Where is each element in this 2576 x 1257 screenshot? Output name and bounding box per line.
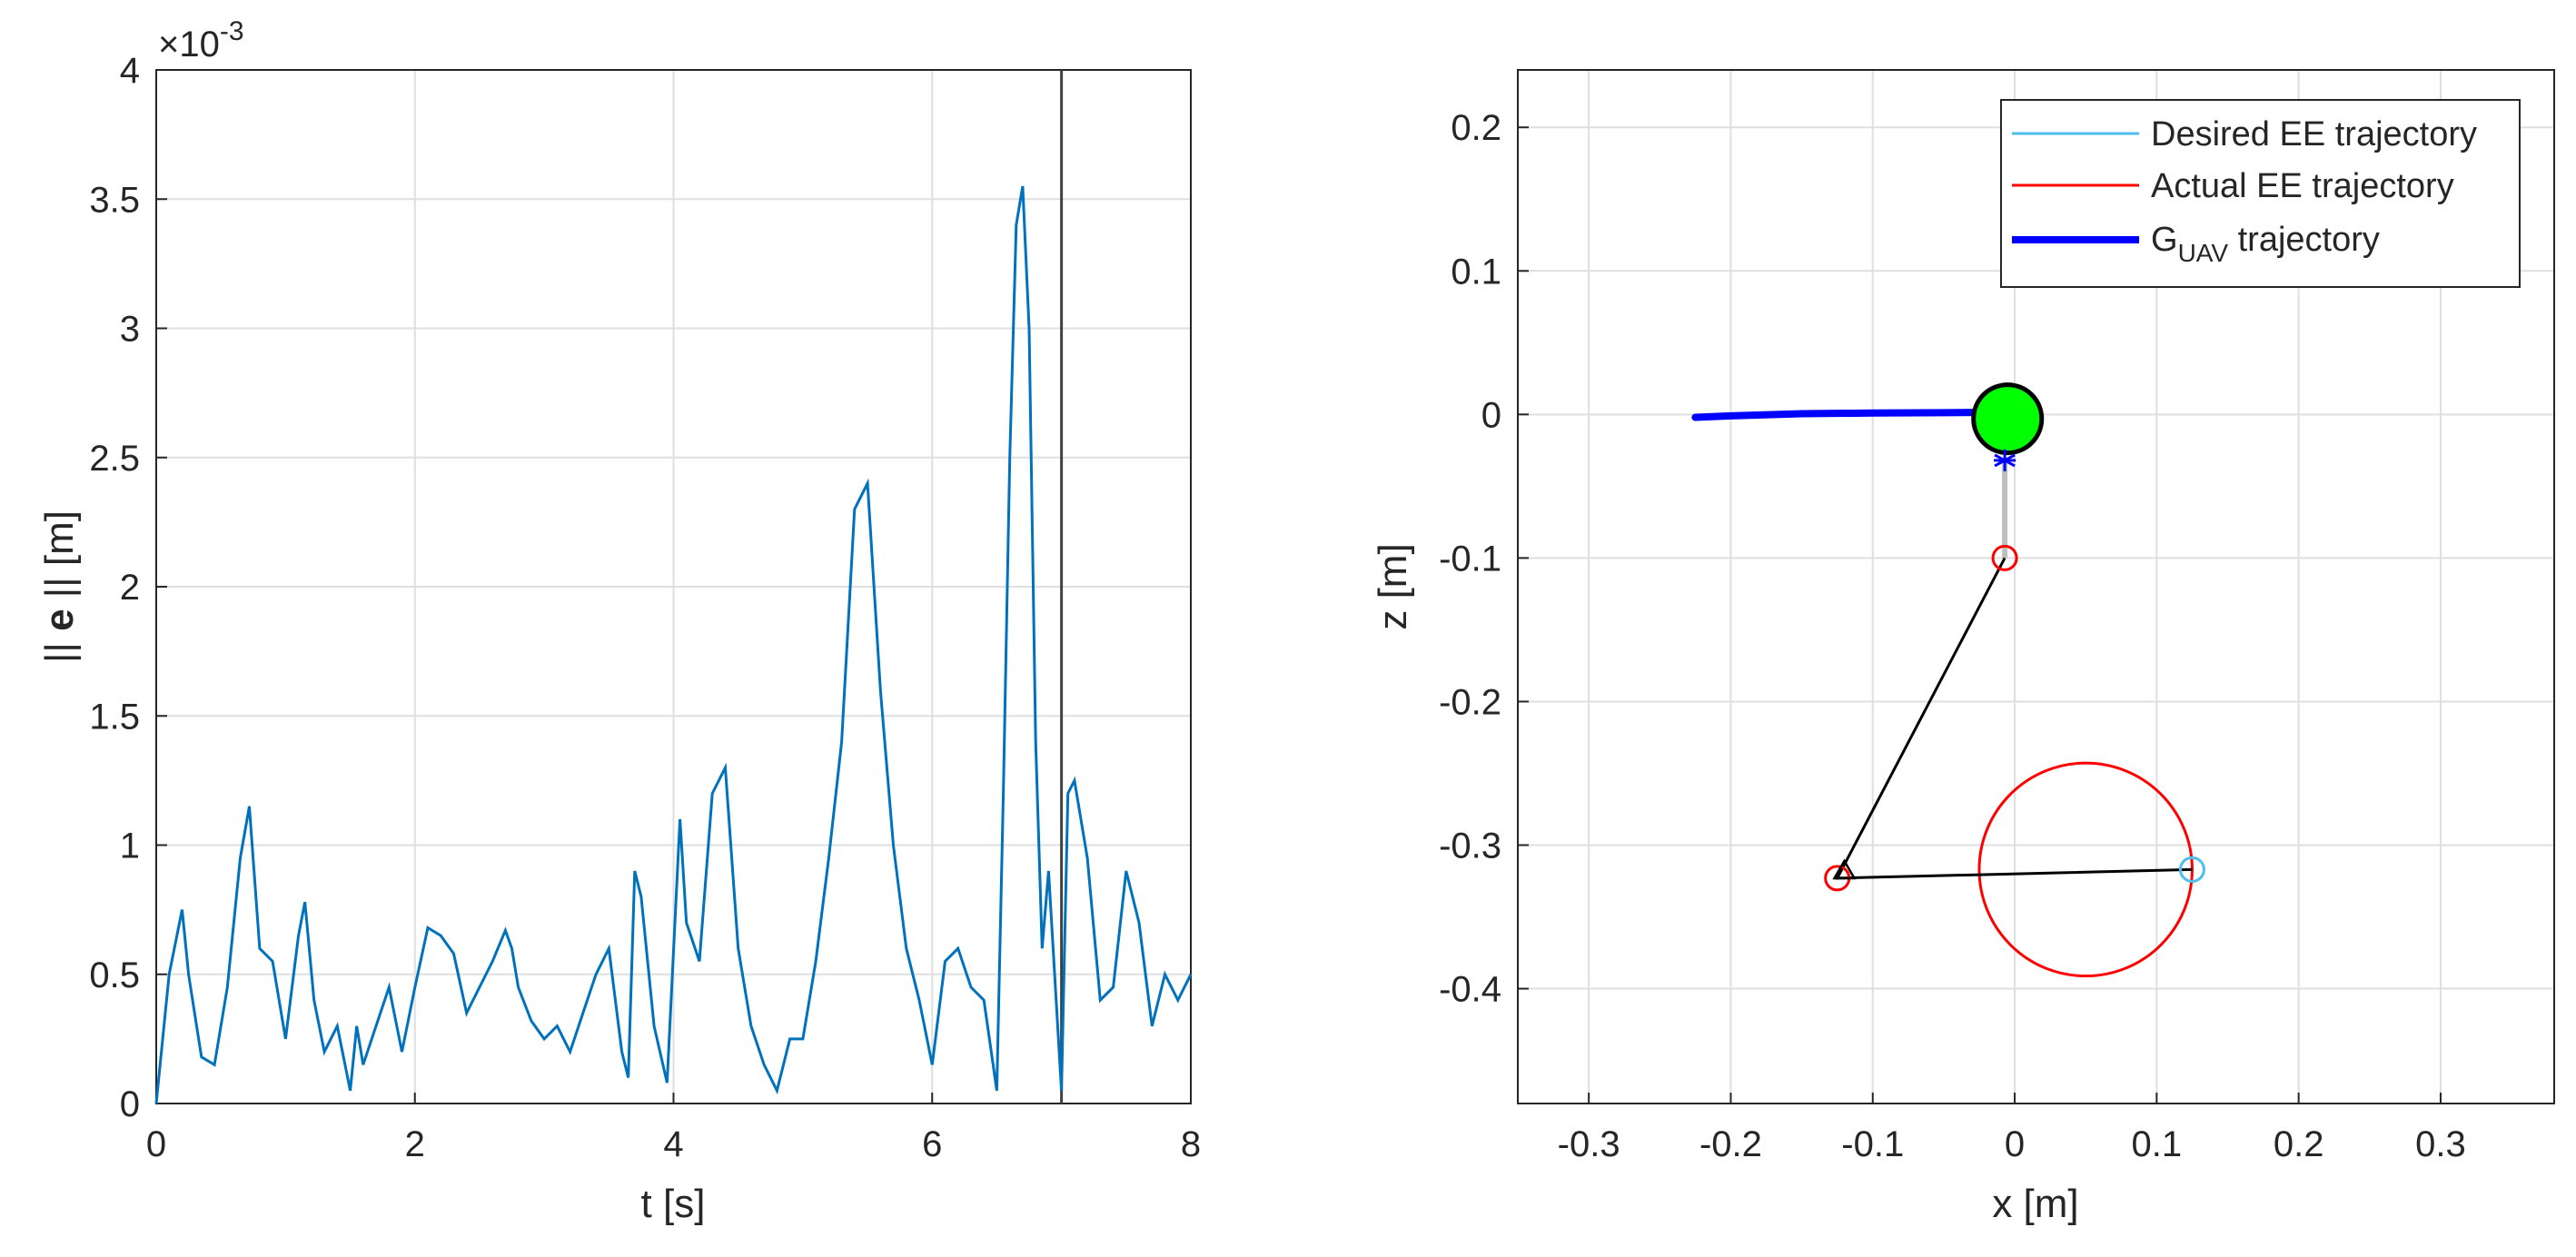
right-y-tick-label: -0.1 bbox=[1439, 539, 1501, 579]
right-x-tick-labels: -0.3 -0.2 -0.1 0 0.1 0.2 0.3 bbox=[1558, 1124, 2466, 1164]
left-y-tick-label: 2.5 bbox=[89, 439, 140, 479]
base-triangle-marker bbox=[1832, 858, 1857, 880]
left-y-tick-label: 3.5 bbox=[89, 180, 140, 220]
left-x-tick-label: 6 bbox=[922, 1124, 942, 1164]
left-y-tick-label: 4 bbox=[120, 51, 140, 91]
joint-circle-marker bbox=[1991, 544, 2018, 571]
right-x-tick-label: 0.1 bbox=[2132, 1124, 2183, 1164]
left-axes-box bbox=[155, 69, 1192, 1104]
left-y-axis-label: || e || [m] bbox=[37, 510, 82, 663]
y-exponent-label: ×10-3 bbox=[158, 16, 244, 64]
left-y-tick-label: 3 bbox=[120, 310, 140, 350]
legend-uav-label: GUAV trajectory bbox=[2151, 221, 2380, 267]
right-x-axis-label: x [m] bbox=[1992, 1182, 2078, 1226]
left-y-tick-label: 1.5 bbox=[89, 697, 140, 737]
error-norm-plot: 0 2 4 6 8 0 0.5 1 1.5 2 2.5 3 3.5 4 t [s] || e || [m… bbox=[37, 16, 1201, 1226]
left-x-tick-label: 0 bbox=[146, 1124, 166, 1164]
trajectory-plot: -0.3 -0.2 -0.1 0 0.1 0.2 0.3 -0.4 -0.3 -0.2 -0.1 0… bbox=[1371, 69, 2555, 1226]
right-x-tick-label: 0 bbox=[2005, 1124, 2025, 1164]
legend-actual-label: Actual EE trajectory bbox=[2151, 167, 2454, 205]
right-y-tick-label: -0.2 bbox=[1439, 682, 1501, 722]
left-y-tick-label: 0.5 bbox=[89, 955, 140, 995]
error-norm-series-line bbox=[154, 185, 1193, 1104]
left-x-tick-label: 4 bbox=[663, 1124, 683, 1164]
right-x-tick-label: 0.3 bbox=[2415, 1124, 2466, 1164]
right-y-tick-label: 0.1 bbox=[1451, 252, 1501, 292]
actual-ee-circle bbox=[1977, 761, 2194, 978]
right-y-axis-label: z [m] bbox=[1371, 543, 1415, 629]
left-x-axis-label: t [s] bbox=[641, 1182, 706, 1226]
uav-body-circle bbox=[1971, 382, 2045, 456]
right-y-tick-label: 0 bbox=[1481, 395, 1501, 435]
right-x-tick-label: -0.3 bbox=[1558, 1124, 1620, 1164]
legend-desired-label: Desired EE trajectory bbox=[2151, 115, 2477, 153]
right-y-tick-label: 0.2 bbox=[1451, 108, 1501, 148]
right-y-tick-label: -0.4 bbox=[1439, 970, 1501, 1010]
right-x-tick-label: 0.2 bbox=[2274, 1124, 2324, 1164]
left-y-tick-label: 1 bbox=[120, 826, 140, 866]
left-x-tick-label: 8 bbox=[1181, 1124, 1201, 1164]
right-x-tick-label: -0.1 bbox=[1841, 1124, 1904, 1164]
right-y-tick-label: -0.3 bbox=[1439, 826, 1501, 866]
left-y-tick-labels: 0 0.5 1 1.5 2 2.5 3 3.5 4 bbox=[89, 51, 140, 1124]
joint-circle-marker bbox=[2178, 856, 2205, 883]
left-y-tick-label: 0 bbox=[120, 1084, 140, 1124]
right-axes-box bbox=[1517, 69, 2555, 1104]
left-x-tick-labels: 0 2 4 6 8 bbox=[146, 1124, 1201, 1164]
right-grid bbox=[1518, 70, 2554, 1104]
right-x-tick-label: -0.2 bbox=[1699, 1124, 1762, 1164]
legend: Desired EE trajectory Actual EE trajecto… bbox=[2000, 99, 2521, 288]
legend-box bbox=[2000, 99, 2521, 288]
left-x-tick-label: 2 bbox=[405, 1124, 425, 1164]
uav-center-star-marker bbox=[1994, 449, 2016, 471]
left-y-tick-label: 2 bbox=[120, 568, 140, 608]
right-y-tick-labels: -0.4 -0.3 -0.2 -0.1 0 0.1 0.2 bbox=[1439, 108, 1501, 1009]
